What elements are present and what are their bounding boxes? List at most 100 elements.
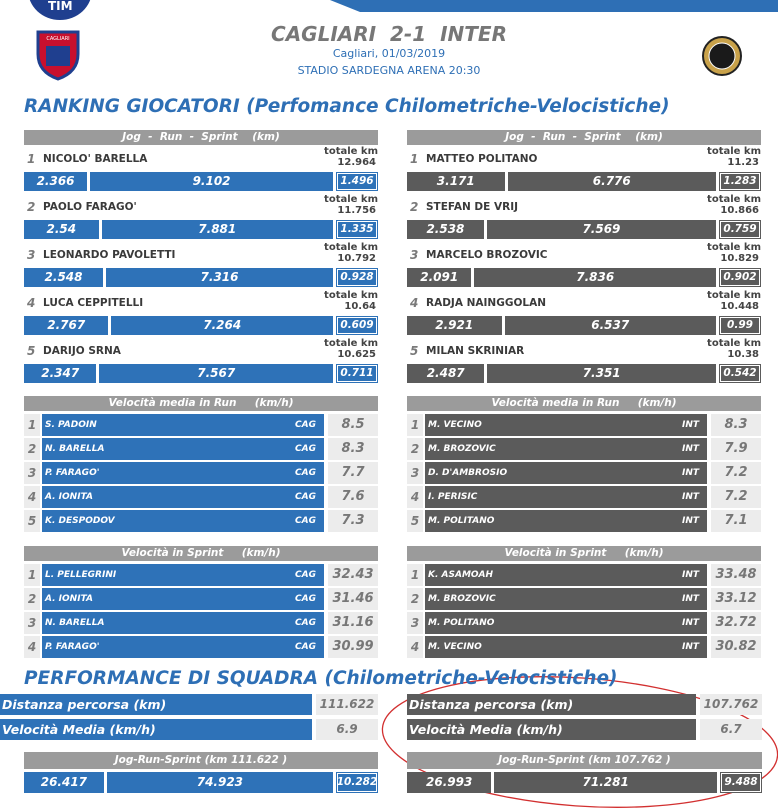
section-title: PERFORMANCE DI SQUADRA (Chilometriche-Ve… <box>24 668 618 689</box>
value: 8.3 <box>328 438 378 460</box>
run: 7.351 <box>487 364 716 383</box>
sprint: 1.496 <box>336 172 378 191</box>
player-name: M. POLITANO <box>428 516 495 526</box>
player-bar: M. BROZOVIC INT <box>425 588 707 610</box>
km-bar: 2.487 7.351 0.542 <box>407 364 761 383</box>
total: 10.448 <box>720 301 759 312</box>
metric-value: 107.762 <box>700 694 762 715</box>
metric-value: 6.7 <box>700 719 762 740</box>
player-name: N. BARELLA <box>45 444 105 454</box>
rank: 3 <box>24 462 40 484</box>
player-name: A. IONITA <box>45 594 93 604</box>
venue: STADIO SARDEGNA ARENA 20:30 <box>297 64 481 77</box>
value: 8.5 <box>328 414 378 436</box>
section-title: RANKING GIOCATORI (Perfomance Chilometri… <box>24 96 670 117</box>
metric-label: Distanza percorsa (km) <box>0 694 312 715</box>
player-name: M. VECINO <box>428 420 482 430</box>
rank: 1 <box>407 414 423 436</box>
run: 7.316 <box>106 268 333 287</box>
total-label: totale km <box>707 146 761 157</box>
team: INT <box>681 420 699 430</box>
table-header: Jog - Run - Sprint (km) <box>24 130 378 145</box>
rank: 1 <box>407 564 423 586</box>
metric-label: Velocità Media (km/h) <box>407 719 696 740</box>
km-bar: 2.091 7.836 0.902 <box>407 268 761 287</box>
km-bar: 26.993 71.281 9.488 <box>407 772 762 793</box>
crest-text: CAGLIARI <box>46 36 69 42</box>
km-bar: 2.767 7.264 0.609 <box>24 316 378 335</box>
player-bar: S. PADOIN CAG <box>42 414 324 436</box>
jog: 2.767 <box>24 316 109 335</box>
player-bar: M. BROZOVIC INT <box>425 438 707 460</box>
jog: 2.347 <box>24 364 97 383</box>
player-name: MATTEO POLITANO <box>426 153 538 165</box>
run: 7.567 <box>99 364 333 383</box>
km-bar: 2.538 7.569 0.759 <box>407 220 761 239</box>
away-crest-inner <box>708 42 736 70</box>
match-date: Cagliari, 01/03/2019 <box>332 47 446 60</box>
total: 10.64 <box>344 301 376 312</box>
total: 10.38 <box>727 349 759 360</box>
value: 31.16 <box>328 612 378 634</box>
km-bar: 2.347 7.567 0.711 <box>24 364 378 383</box>
total-label: totale km <box>324 338 378 349</box>
sprint: 0.759 <box>719 220 761 239</box>
sprint: 0.711 <box>336 364 378 383</box>
rank: 5 <box>410 344 419 358</box>
table-header: Jog-Run-Sprint (km 107.762 ) <box>407 752 762 769</box>
table-header: Velocità in Sprint (km/h) <box>407 546 761 561</box>
km-bar: 2.548 7.316 0.928 <box>24 268 378 287</box>
total-label: totale km <box>324 146 378 157</box>
total-label: totale km <box>707 242 761 253</box>
value: 33.12 <box>711 588 761 610</box>
team: INT <box>681 618 699 628</box>
player-bar: M. POLITANO INT <box>425 612 707 634</box>
value: 32.43 <box>328 564 378 586</box>
sprint: 1.283 <box>719 172 761 191</box>
run: 7.836 <box>474 268 716 287</box>
player-name: LEONARDO PAVOLETTI <box>43 249 176 261</box>
match-title: CAGLIARI 2-1 INTER <box>271 22 507 46</box>
team: INT <box>681 570 699 580</box>
value: 32.72 <box>711 612 761 634</box>
value: 30.82 <box>711 636 761 658</box>
team: CAG <box>295 516 316 526</box>
team: CAG <box>295 420 316 430</box>
player-name: DARIJO SRNA <box>43 345 121 357</box>
value: 7.7 <box>328 462 378 484</box>
sprint: 9.488 <box>720 772 762 793</box>
rank: 2 <box>407 588 423 610</box>
player-name: MILAN SKRINIAR <box>426 345 525 357</box>
player-name: S. PADOIN <box>45 420 97 430</box>
sprint: 1.335 <box>336 220 378 239</box>
rank: 3 <box>410 248 419 262</box>
jog: 2.548 <box>24 268 104 287</box>
player-bar: N. BARELLA CAG <box>42 438 324 460</box>
total: 10.625 <box>337 349 376 360</box>
player-bar: L. PELLEGRINI CAG <box>42 564 324 586</box>
run: 7.569 <box>486 220 716 239</box>
rank: 1 <box>24 414 40 436</box>
player-bar: M. POLITANO INT <box>425 510 707 532</box>
km-bar: 2.921 6.537 0.99 <box>407 316 761 335</box>
run: 6.537 <box>504 316 716 335</box>
jog: 2.487 <box>407 364 485 383</box>
total: 11.756 <box>337 205 376 216</box>
total: 10.792 <box>337 253 376 264</box>
rank: 4 <box>407 636 423 658</box>
rank: 4 <box>24 486 40 508</box>
tim-badge <box>29 0 91 20</box>
player-name: NICOLO' BARELLA <box>43 153 148 165</box>
jog: 2.091 <box>407 268 472 287</box>
run: 7.881 <box>101 220 333 239</box>
table-header: Jog-Run-Sprint (km 111.622 ) <box>24 752 378 769</box>
value: 8.3 <box>711 414 761 436</box>
metric-value: 111.622 <box>316 694 378 715</box>
rank: 4 <box>410 296 419 310</box>
rank: 5 <box>407 510 423 532</box>
metric-label: Velocità Media (km/h) <box>0 719 312 740</box>
player-name: M. BROZOVIC <box>428 444 496 454</box>
player-name: P. FARAGO' <box>45 642 100 652</box>
